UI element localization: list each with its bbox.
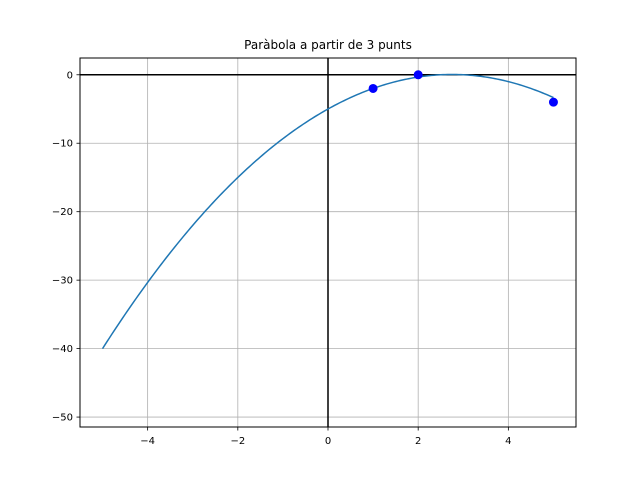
- y-tick-label: −30: [52, 276, 73, 287]
- x-tick-label: −4: [140, 436, 155, 447]
- y-axis-ticks: 0 −10 −20 −30 −40 −50: [52, 70, 80, 424]
- data-point: [368, 83, 378, 93]
- axis-lines: [80, 58, 576, 427]
- x-tick-label: −2: [230, 436, 245, 447]
- y-tick-label: −40: [52, 344, 73, 355]
- x-tick-label: 0: [325, 436, 331, 447]
- data-point: [413, 70, 423, 80]
- data-point: [548, 97, 558, 107]
- parabola-line: [101, 73, 554, 350]
- point-series: [368, 70, 558, 107]
- parabola-series: [101, 73, 554, 350]
- x-axis-ticks: −4 −2 0 2 4: [140, 427, 512, 447]
- x-tick-label: 2: [415, 436, 421, 447]
- y-tick-label: 0: [67, 70, 73, 81]
- y-tick-label: −10: [52, 139, 73, 150]
- y-tick-label: −20: [52, 207, 73, 218]
- y-tick-label: −50: [52, 413, 73, 424]
- chart-title: Paràbola a partir de 3 punts: [244, 38, 412, 52]
- x-tick-label: 4: [505, 436, 511, 447]
